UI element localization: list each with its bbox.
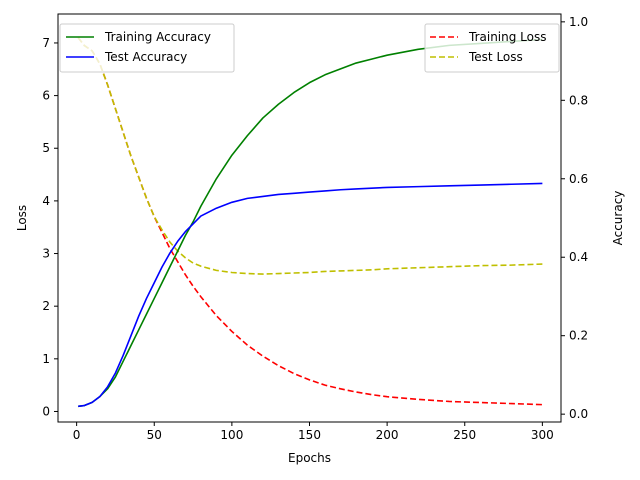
left-y-tick-label: 4 xyxy=(42,194,50,208)
left-y-tick-label: 6 xyxy=(42,89,50,103)
left-y-tick-label: 3 xyxy=(42,247,50,261)
left-y-tick-label: 0 xyxy=(42,404,50,418)
left-y-tick-label: 7 xyxy=(42,36,50,50)
left-y-tick-label: 5 xyxy=(42,141,50,155)
right-y-tick-label: 0.6 xyxy=(569,172,588,186)
right-y-tick-label: 0.0 xyxy=(569,407,588,421)
left-y-tick-label: 1 xyxy=(42,352,50,366)
left-y-tick-label: 2 xyxy=(42,299,50,313)
series-layer xyxy=(77,37,543,408)
x-tick-label: 300 xyxy=(531,428,554,442)
x-axis-label: Epochs xyxy=(288,451,331,465)
right-y-tick-label: 0.4 xyxy=(569,250,588,264)
legend-training-accuracy-label: Training Accuracy xyxy=(104,30,211,44)
x-tick-label: 0 xyxy=(73,428,81,442)
right-y-tick-label: 1.0 xyxy=(569,15,588,29)
x-tick-label: 150 xyxy=(298,428,321,442)
right-y-axis-label: Accuracy xyxy=(611,191,625,246)
legend-loss-box xyxy=(424,23,560,73)
legend-accuracy: Training Accuracy Test Accuracy xyxy=(59,23,235,73)
series-line-test-loss xyxy=(77,37,543,275)
legend-loss: Training Loss Test Loss xyxy=(424,23,560,73)
legend-test-accuracy-label: Test Accuracy xyxy=(104,50,187,64)
right-y-tick-label: 0.2 xyxy=(569,329,588,343)
legend-training-loss-label: Training Loss xyxy=(468,30,546,44)
series-line-training-accuracy xyxy=(78,38,543,408)
legend-test-loss-label: Test Loss xyxy=(468,50,523,64)
x-tick-label: 50 xyxy=(147,428,162,442)
series-line-test-accuracy xyxy=(78,182,543,408)
ticks-layer: 0 50 100 150 200 250 300 0 1 2 3 4 5 6 7 0.0 0.2 0.4 0.6 0.… xyxy=(42,15,588,442)
x-tick-label: 250 xyxy=(453,428,476,442)
x-tick-label: 200 xyxy=(376,428,399,442)
x-tick-label: 100 xyxy=(220,428,243,442)
legend-accuracy-box xyxy=(59,23,235,73)
left-y-axis-label: Loss xyxy=(15,205,29,231)
right-y-tick-label: 0.8 xyxy=(569,93,588,107)
